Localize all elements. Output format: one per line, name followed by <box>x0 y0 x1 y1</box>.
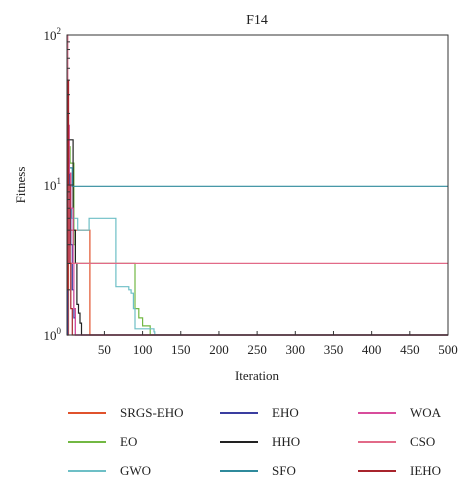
x-tick-label-1: 100 <box>133 342 153 357</box>
x-tick-label-7: 400 <box>362 342 382 357</box>
series-line-7 <box>67 34 448 264</box>
x-tick-label-9: 500 <box>438 342 458 357</box>
legend-swatch <box>358 441 396 443</box>
legend-label: GWO <box>120 463 152 478</box>
plot-frame <box>66 34 449 336</box>
legend-label: SRGS-EHO <box>120 405 184 420</box>
series-line-1 <box>67 139 448 336</box>
legend: SRGS-EHO EO GWO EHO HHO SFO WOA CSO IEHO <box>0 400 474 485</box>
legend-label: CSO <box>410 434 436 449</box>
x-tick-label-3: 200 <box>209 342 229 357</box>
chart: F14 50 100 150 200 250 300 350 400 450 500 100 101… <box>13 13 458 383</box>
legend-swatch <box>358 470 396 472</box>
x-axis-label: Iteration <box>235 368 280 383</box>
series-line-5 <box>67 167 448 187</box>
legend-item-cso: CSO <box>358 432 435 452</box>
x-tick-label-4: 250 <box>247 342 267 357</box>
x-tick-label-8: 450 <box>400 342 420 357</box>
series-layer <box>67 34 448 336</box>
series-line-0 <box>67 172 448 336</box>
series-line-8 <box>67 79 448 336</box>
legend-item-eo: EO <box>68 432 137 452</box>
legend-swatch <box>68 412 106 414</box>
x-tick-label-2: 150 <box>171 342 191 357</box>
legend-label: WOA <box>410 405 442 420</box>
legend-item-woa: WOA <box>358 403 441 423</box>
legend-item-hho: HHO <box>220 432 300 452</box>
legend-item-sfo: SFO <box>220 461 296 481</box>
y-tick-label-1: 101 <box>44 176 62 193</box>
x-tick-label-6: 350 <box>324 342 344 357</box>
x-tick-label-0: 50 <box>98 342 111 357</box>
legend-item-eho: EHO <box>220 403 299 423</box>
series-line-6 <box>67 124 448 336</box>
legend-label: EO <box>120 434 138 449</box>
legend-swatch <box>68 441 106 443</box>
legend-label: HHO <box>272 434 301 449</box>
legend-swatch <box>220 412 258 414</box>
legend-swatch <box>220 470 258 472</box>
y-tick-label-0: 100 <box>44 326 62 343</box>
legend-item-srgs-eho: SRGS-EHO <box>68 403 184 423</box>
y-axis-label: Fitness <box>13 167 28 204</box>
legend-label: SFO <box>272 463 296 478</box>
legend-item-gwo: GWO <box>68 461 151 481</box>
series-line-4 <box>67 136 448 336</box>
series-line-3 <box>67 158 448 336</box>
legend-swatch <box>358 412 396 414</box>
y-tick-label-2: 102 <box>44 26 62 43</box>
x-axis-ticks: 50 100 150 200 250 300 350 400 450 500 <box>98 331 458 357</box>
chart-title: F14 <box>246 13 268 28</box>
legend-label: EHO <box>272 405 299 420</box>
y-axis-ticks: 100 101 102 <box>44 26 73 343</box>
legend-label: IEHO <box>410 463 442 478</box>
legend-swatch <box>68 470 106 472</box>
legend-swatch <box>220 441 258 443</box>
legend-item-ieho: IEHO <box>358 461 441 481</box>
x-tick-label-5: 300 <box>286 342 306 357</box>
